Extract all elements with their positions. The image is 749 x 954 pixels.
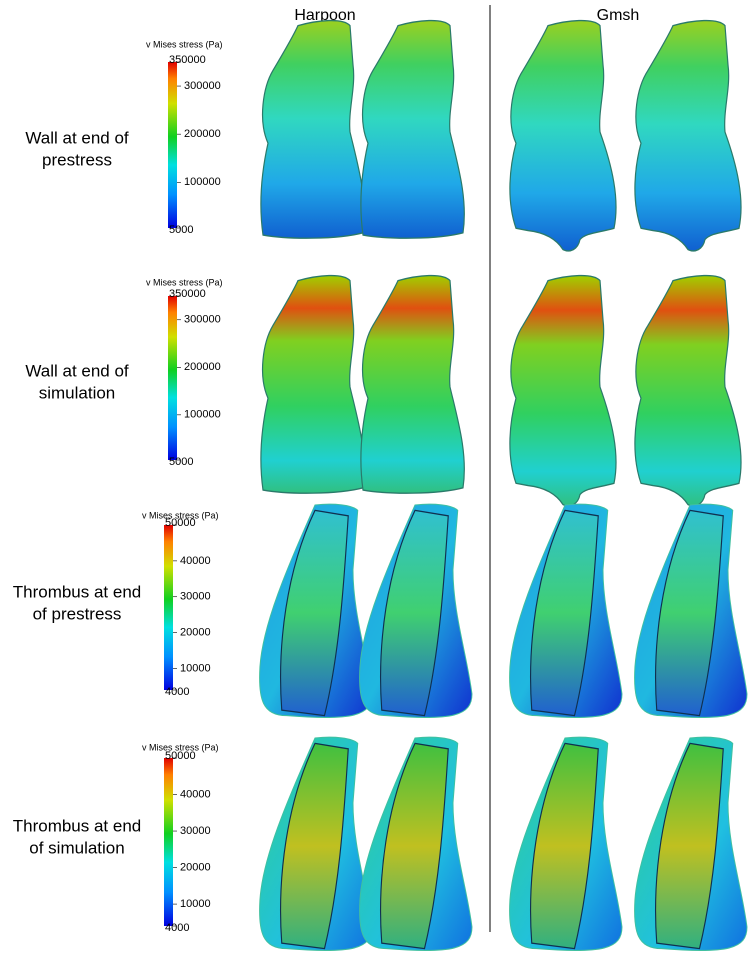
figure: HarpoonGmshWall at end ofprestressv Mise… xyxy=(0,0,749,954)
stress-plot xyxy=(361,21,464,239)
colorbar-tick-label: 5000 xyxy=(169,224,193,236)
colorbar-title: v Mises stress (Pa) xyxy=(146,277,223,287)
colorbar-tick-label: 10000 xyxy=(180,662,211,674)
wall-surface xyxy=(635,276,741,506)
colorbar-tick-label: 20000 xyxy=(180,861,211,873)
colorbar-tick-label: 5000 xyxy=(169,456,193,468)
row-label: Wall at end of xyxy=(25,128,129,147)
colorbar-tick-label: 50000 xyxy=(165,517,196,529)
colorbar-tick-label: 4000 xyxy=(165,686,189,698)
colorbar-tick-label: 30000 xyxy=(180,825,211,837)
stress-plot xyxy=(635,737,747,950)
colorbar-tick-label: 20000 xyxy=(180,627,211,639)
wall-surface xyxy=(635,21,741,251)
stress-plot xyxy=(635,21,741,251)
stress-plot xyxy=(260,737,372,950)
row-label: Wall at end of xyxy=(25,361,129,380)
colorbar-tick-label: 300000 xyxy=(184,80,221,92)
wall-surface xyxy=(361,276,464,494)
colorbar xyxy=(164,758,173,926)
row-label: of prestress xyxy=(33,604,122,623)
colorbar xyxy=(168,62,177,228)
stress-plot xyxy=(635,276,741,506)
colorbar xyxy=(168,296,177,460)
wall-surface xyxy=(510,276,616,506)
stress-plot xyxy=(510,276,616,506)
colorbar-tick-label: 4000 xyxy=(165,922,189,934)
row-label: prestress xyxy=(42,150,112,169)
row-label: simulation xyxy=(39,383,116,402)
wall-surface xyxy=(261,21,364,239)
wall-surface xyxy=(261,276,364,494)
colorbar-title: v Mises stress (Pa) xyxy=(146,39,223,49)
colorbar-tick-label: 100000 xyxy=(184,409,221,421)
stress-plot xyxy=(261,276,364,494)
stress-plot xyxy=(635,504,747,717)
stress-plot xyxy=(261,21,364,239)
stress-plot xyxy=(510,21,616,251)
colorbar-tick-label: 100000 xyxy=(184,176,221,188)
row-label: of simulation xyxy=(29,838,124,857)
stress-plot xyxy=(260,504,372,717)
colorbar xyxy=(164,525,173,690)
stress-plot xyxy=(360,504,472,717)
stress-plot xyxy=(360,737,472,950)
colorbar-tick-label: 30000 xyxy=(180,591,211,603)
wall-surface xyxy=(361,21,464,239)
stress-plot xyxy=(510,737,622,950)
colorbar-tick-label: 300000 xyxy=(184,314,221,326)
row-label: Thrombus at end xyxy=(13,582,142,601)
colorbar-tick-label: 50000 xyxy=(165,750,196,762)
column-header: Gmsh xyxy=(597,7,640,24)
colorbar-tick-label: 350000 xyxy=(169,54,206,66)
stress-plot xyxy=(361,276,464,494)
stress-plot xyxy=(510,504,622,717)
colorbar-tick-label: 40000 xyxy=(180,788,211,800)
wall-surface xyxy=(510,21,616,251)
colorbar-tick-label: 10000 xyxy=(180,898,211,910)
colorbar-tick-label: 200000 xyxy=(184,361,221,373)
colorbar-tick-label: 350000 xyxy=(169,288,206,300)
row-label: Thrombus at end xyxy=(13,816,142,835)
colorbar-tick-label: 200000 xyxy=(184,128,221,140)
colorbar-tick-label: 40000 xyxy=(180,555,211,567)
